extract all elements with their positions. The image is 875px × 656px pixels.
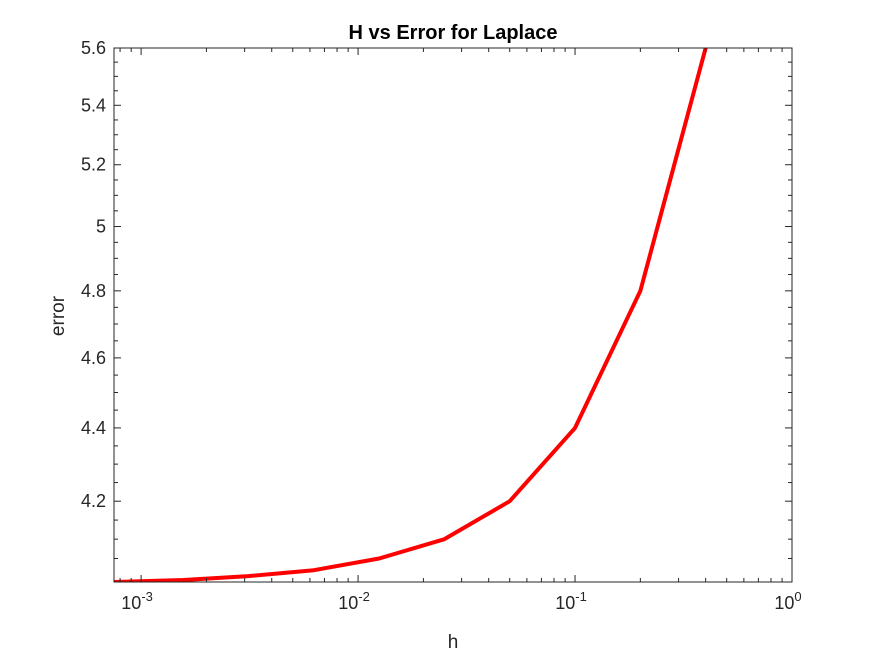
- y-tick-label: 4.2: [81, 491, 106, 511]
- y-tick-label: 5: [96, 217, 106, 237]
- y-tick-label: 4.4: [81, 418, 106, 438]
- y-tick-label: 5.6: [81, 38, 106, 58]
- y-axis-label: error: [48, 295, 69, 336]
- series-line-0: [114, 48, 708, 582]
- axes-box: [113, 47, 793, 583]
- x-tick-label: 10-2: [338, 589, 370, 613]
- chart-title: H vs Error for Laplace: [349, 22, 558, 44]
- plot-background: [114, 48, 792, 582]
- x-tick-label: 100: [774, 589, 801, 613]
- x-axis-label: h: [448, 632, 459, 653]
- y-tick-label: 4.6: [81, 348, 106, 368]
- plot-area: 10-3 10-2 10-1 100 4.2 4.4 4.6 4.8 5 5.2 5.4 5.6: [81, 38, 802, 613]
- x-tick-label: 10-3: [121, 589, 153, 613]
- y-tick-label: 5.2: [81, 155, 106, 175]
- y-tick-label: 5.4: [81, 95, 106, 115]
- x-tick-label: 10-1: [555, 589, 587, 613]
- y-tick-label: 4.8: [81, 281, 106, 301]
